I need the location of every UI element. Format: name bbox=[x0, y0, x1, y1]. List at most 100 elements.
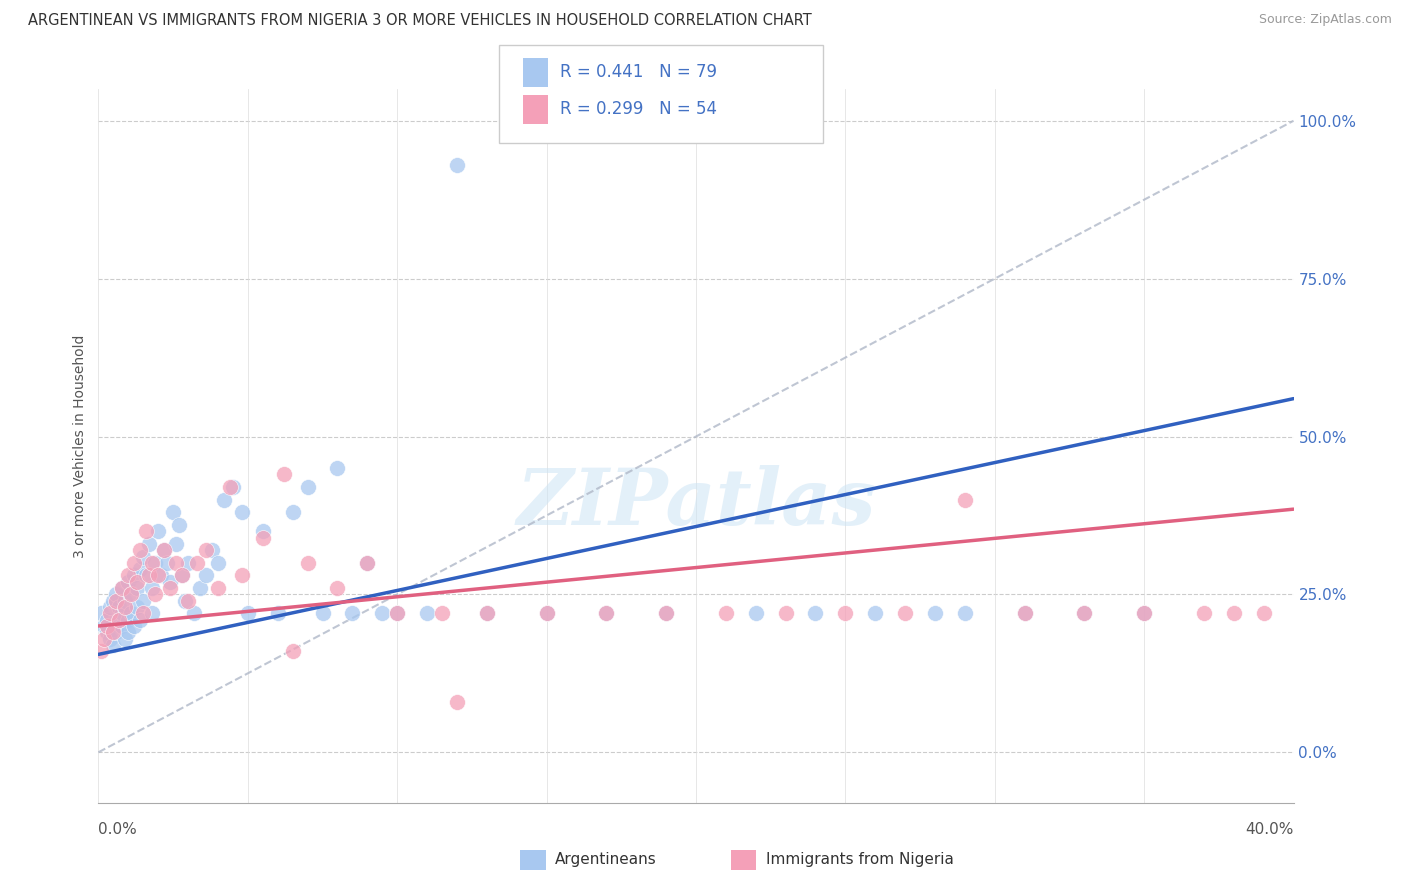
Point bbox=[273, 467, 295, 482]
Point bbox=[127, 581, 149, 595]
Point bbox=[114, 632, 136, 646]
Point bbox=[124, 619, 146, 633]
Point bbox=[165, 556, 187, 570]
Point bbox=[430, 607, 453, 621]
Point bbox=[111, 581, 134, 595]
Point bbox=[141, 607, 163, 621]
Point bbox=[129, 613, 152, 627]
Point bbox=[167, 517, 190, 532]
Point bbox=[1133, 607, 1156, 621]
Point bbox=[98, 600, 122, 615]
Point bbox=[1014, 607, 1036, 621]
Point bbox=[177, 556, 200, 570]
Point bbox=[105, 593, 128, 607]
Point bbox=[655, 607, 678, 621]
Point bbox=[475, 607, 498, 621]
Y-axis label: 3 or more Vehicles in Household: 3 or more Vehicles in Household bbox=[73, 334, 87, 558]
Point bbox=[1133, 607, 1156, 621]
Point bbox=[1192, 607, 1215, 621]
Point bbox=[595, 607, 617, 621]
Point bbox=[96, 619, 118, 633]
Point bbox=[297, 556, 319, 570]
Point bbox=[127, 574, 149, 589]
Point bbox=[236, 607, 259, 621]
Point bbox=[135, 568, 157, 582]
Point bbox=[924, 607, 946, 621]
Point bbox=[446, 158, 468, 172]
Point bbox=[281, 505, 304, 519]
Point bbox=[231, 505, 253, 519]
Point bbox=[159, 574, 181, 589]
Point bbox=[894, 607, 917, 621]
Point bbox=[129, 543, 152, 558]
Point bbox=[96, 613, 118, 627]
Point bbox=[114, 600, 136, 615]
Point bbox=[138, 537, 160, 551]
Point bbox=[1014, 607, 1036, 621]
Point bbox=[124, 568, 146, 582]
Point bbox=[159, 581, 181, 595]
Point bbox=[595, 607, 617, 621]
Point bbox=[103, 625, 125, 640]
Text: R = 0.441   N = 79: R = 0.441 N = 79 bbox=[560, 63, 717, 81]
Point bbox=[108, 600, 131, 615]
Point bbox=[177, 593, 200, 607]
Point bbox=[138, 568, 160, 582]
Point bbox=[132, 607, 155, 621]
Point bbox=[326, 461, 349, 475]
Point bbox=[416, 607, 439, 621]
Point bbox=[148, 524, 170, 539]
Point bbox=[775, 607, 797, 621]
Point bbox=[117, 625, 139, 640]
Point bbox=[120, 607, 142, 621]
Point bbox=[222, 480, 245, 494]
Point bbox=[194, 543, 218, 558]
Point bbox=[114, 593, 136, 607]
Point bbox=[252, 531, 274, 545]
Point bbox=[117, 574, 139, 589]
Point bbox=[714, 607, 737, 621]
Point bbox=[804, 607, 827, 621]
Point bbox=[132, 593, 155, 607]
Point bbox=[174, 593, 197, 607]
Point bbox=[162, 505, 184, 519]
Point bbox=[356, 556, 378, 570]
Point bbox=[953, 492, 976, 507]
Point bbox=[1073, 607, 1095, 621]
Point bbox=[124, 556, 146, 570]
Point bbox=[150, 568, 173, 582]
Point bbox=[120, 587, 142, 601]
Point bbox=[172, 568, 194, 582]
Point bbox=[1073, 607, 1095, 621]
Point bbox=[93, 632, 115, 646]
Point bbox=[219, 480, 242, 494]
Point bbox=[186, 556, 208, 570]
Point bbox=[536, 607, 558, 621]
Point bbox=[231, 568, 253, 582]
Point bbox=[953, 607, 976, 621]
Point bbox=[148, 568, 170, 582]
Point bbox=[103, 593, 125, 607]
Point bbox=[98, 632, 122, 646]
Point bbox=[103, 638, 125, 652]
Point bbox=[172, 568, 194, 582]
Point bbox=[536, 607, 558, 621]
Point bbox=[201, 543, 224, 558]
Point bbox=[93, 619, 115, 633]
Point bbox=[141, 556, 163, 570]
Point bbox=[297, 480, 319, 494]
Point bbox=[98, 607, 122, 621]
Point bbox=[207, 581, 229, 595]
Point bbox=[371, 607, 394, 621]
Point bbox=[127, 600, 149, 615]
Point bbox=[655, 607, 678, 621]
Point bbox=[156, 556, 179, 570]
Point bbox=[111, 581, 134, 595]
Point bbox=[165, 537, 187, 551]
Point bbox=[188, 581, 211, 595]
Point bbox=[90, 607, 112, 621]
Point bbox=[342, 607, 364, 621]
Point bbox=[143, 556, 166, 570]
Point bbox=[105, 625, 128, 640]
Point bbox=[141, 581, 163, 595]
